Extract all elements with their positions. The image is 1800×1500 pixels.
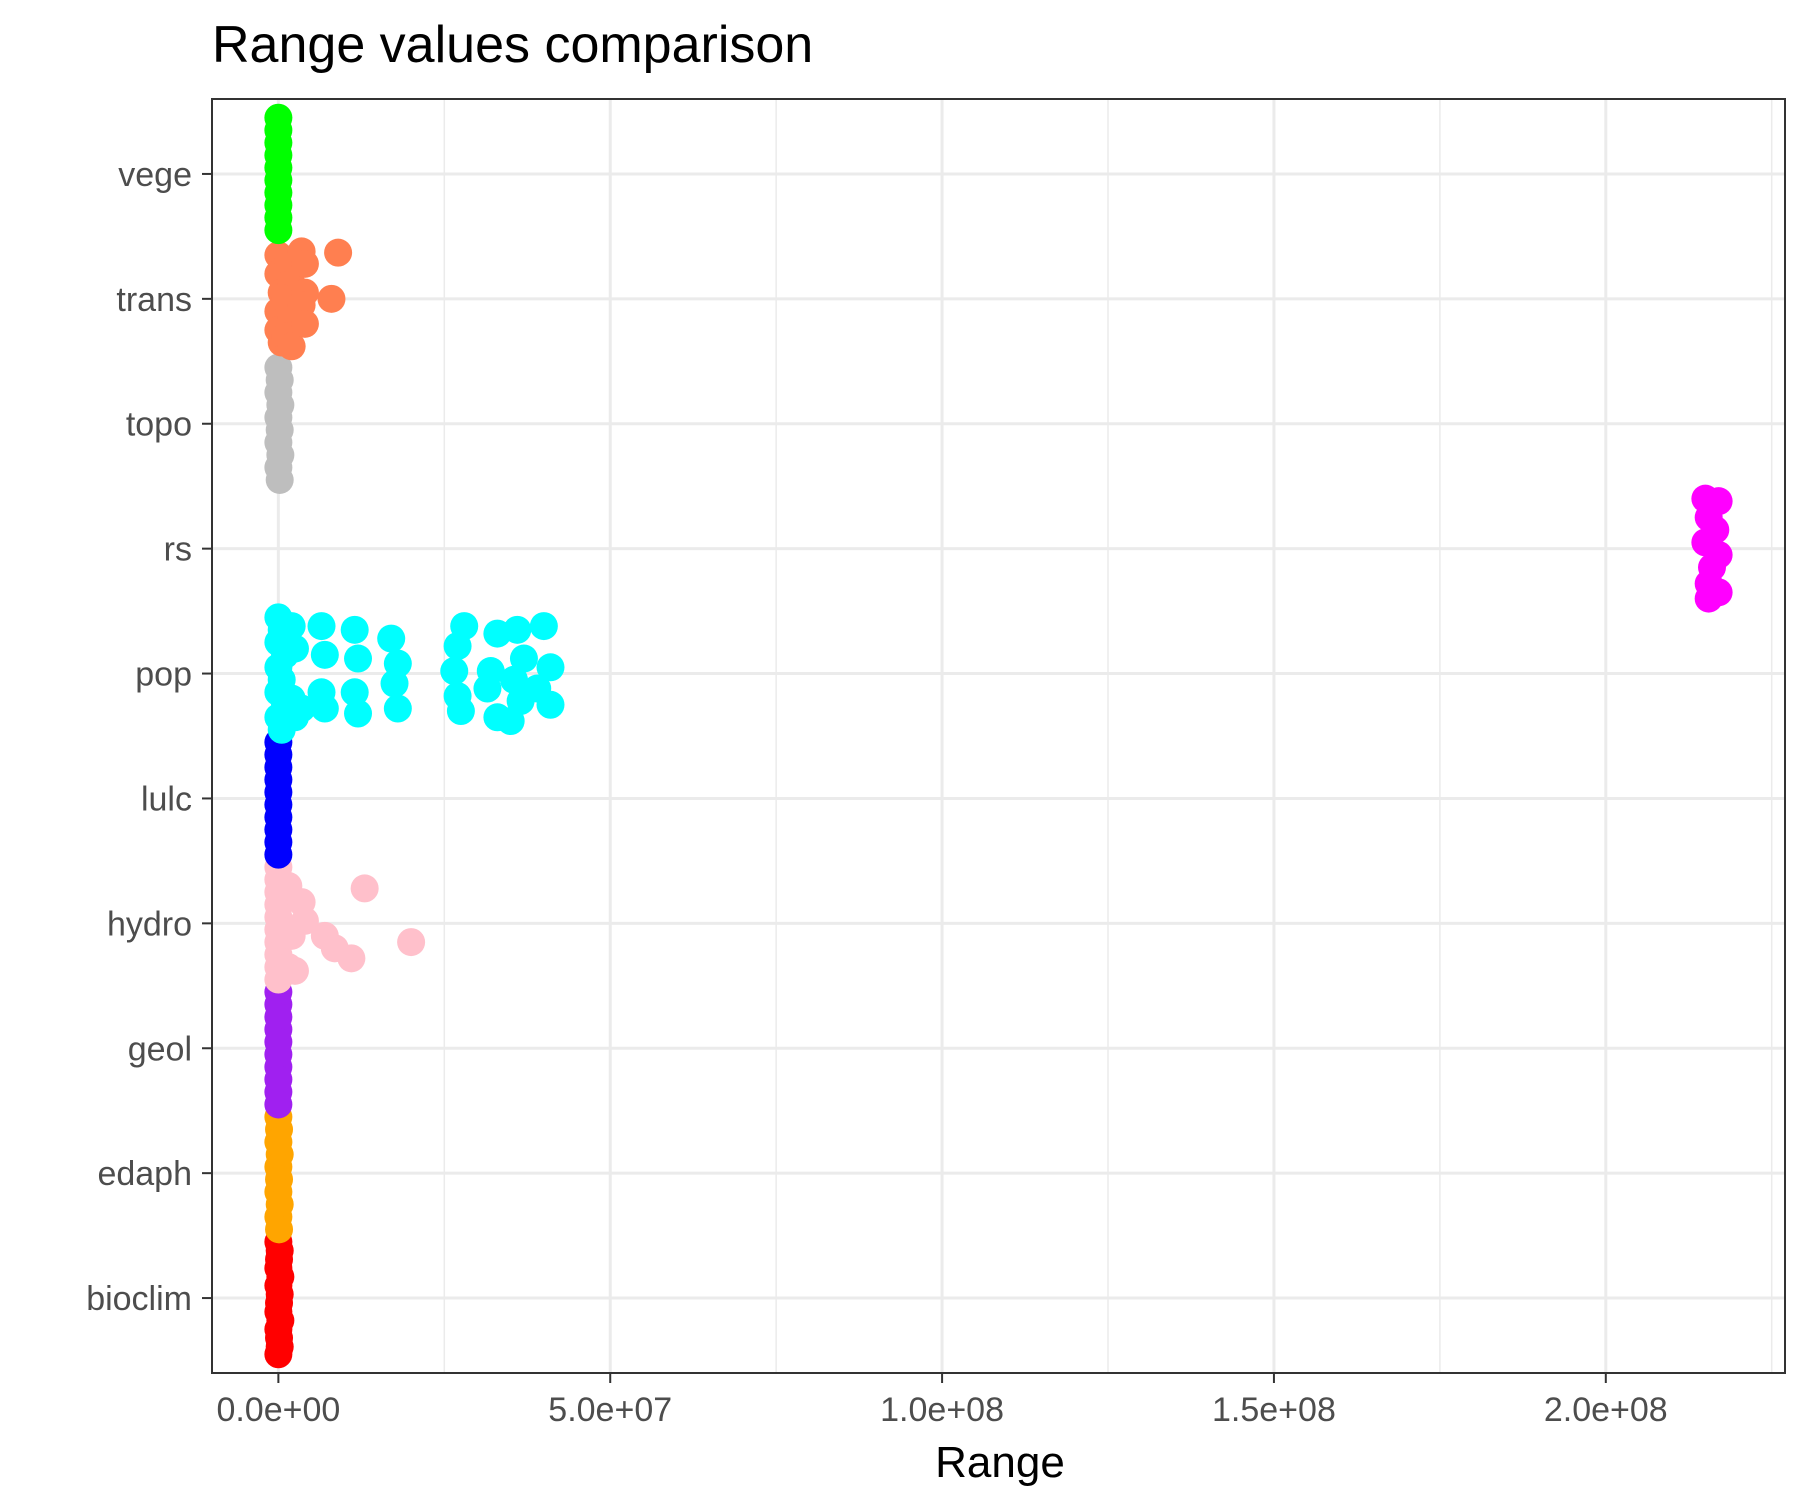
data-point-pop bbox=[344, 644, 373, 673]
y-tick-label-vege: vege bbox=[118, 156, 192, 194]
y-tick-label-geol: geol bbox=[128, 1030, 192, 1068]
y-tick-label-edaph: edaph bbox=[97, 1155, 192, 1193]
data-point-hydro bbox=[337, 944, 366, 973]
data-point-trans bbox=[317, 284, 346, 313]
data-point-pop bbox=[310, 640, 339, 669]
data-points bbox=[264, 103, 1733, 1369]
data-point-pop bbox=[529, 612, 558, 641]
x-tick-label: 5.0e+07 bbox=[548, 1391, 672, 1429]
x-tick-label: 1.5e+08 bbox=[1212, 1391, 1336, 1429]
data-point-pop bbox=[340, 615, 369, 644]
data-point-trans bbox=[277, 332, 306, 361]
data-point-rs bbox=[1694, 584, 1723, 613]
x-tick-label: 2.0e+08 bbox=[1544, 1391, 1668, 1429]
panel-border bbox=[211, 98, 1786, 1374]
data-point-trans bbox=[324, 238, 353, 267]
data-point-pop bbox=[499, 665, 528, 694]
data-point-pop bbox=[377, 624, 406, 653]
data-point-pop bbox=[443, 632, 472, 661]
data-point-topo bbox=[265, 465, 294, 494]
data-point-pop bbox=[509, 644, 538, 673]
data-point-pop bbox=[340, 678, 369, 707]
data-point-edaph bbox=[265, 1215, 294, 1244]
data-point-pop bbox=[380, 669, 409, 698]
data-point-pop bbox=[287, 694, 316, 723]
data-point-trans bbox=[290, 309, 319, 338]
data-point-hydro bbox=[277, 921, 306, 950]
y-tick-label-pop: pop bbox=[135, 656, 192, 694]
data-point-trans bbox=[290, 249, 319, 278]
data-point-hydro bbox=[397, 928, 426, 957]
data-point-hydro bbox=[350, 874, 379, 903]
data-point-pop bbox=[496, 707, 525, 736]
y-tick-label-bioclim: bioclim bbox=[86, 1280, 192, 1318]
data-point-pop bbox=[440, 657, 469, 686]
data-point-pop bbox=[280, 634, 309, 663]
data-point-pop bbox=[277, 612, 306, 641]
data-point-hydro bbox=[280, 956, 309, 985]
data-point-geol bbox=[264, 1090, 293, 1119]
y-tick-label-rs: rs bbox=[164, 531, 192, 569]
x-tick-label: 1.0e+08 bbox=[880, 1391, 1004, 1429]
y-tick-label-topo: topo bbox=[126, 406, 192, 444]
x-axis-title: Range bbox=[935, 1438, 1065, 1487]
data-point-pop bbox=[307, 612, 336, 641]
data-point-pop bbox=[473, 674, 502, 703]
data-point-pop bbox=[344, 699, 373, 728]
grid-lines bbox=[212, 99, 1785, 1373]
data-point-pop bbox=[503, 615, 532, 644]
y-tick-label-lulc: lulc bbox=[141, 780, 192, 818]
x-axis: 0.0e+00 5.0e+07 1.0e+08 1.5e+08 2.0e+08 bbox=[216, 1373, 1668, 1429]
data-point-pop bbox=[536, 653, 565, 682]
data-point-lulc bbox=[264, 840, 293, 869]
x-tick-label: 0.0e+00 bbox=[216, 1391, 340, 1429]
data-point-vege bbox=[264, 216, 293, 245]
chart-title: Range values comparison bbox=[212, 16, 813, 74]
y-axis: bioclim edaph geol hydro lulc pop rs topo trans v… bbox=[86, 156, 212, 1318]
data-point-pop bbox=[310, 694, 339, 723]
y-tick-label-trans: trans bbox=[116, 281, 192, 319]
data-point-pop bbox=[536, 690, 565, 719]
data-point-pop bbox=[446, 697, 475, 726]
data-point-bioclim bbox=[264, 1340, 293, 1369]
data-point-pop bbox=[383, 694, 412, 723]
y-tick-label-hydro: hydro bbox=[107, 905, 192, 943]
